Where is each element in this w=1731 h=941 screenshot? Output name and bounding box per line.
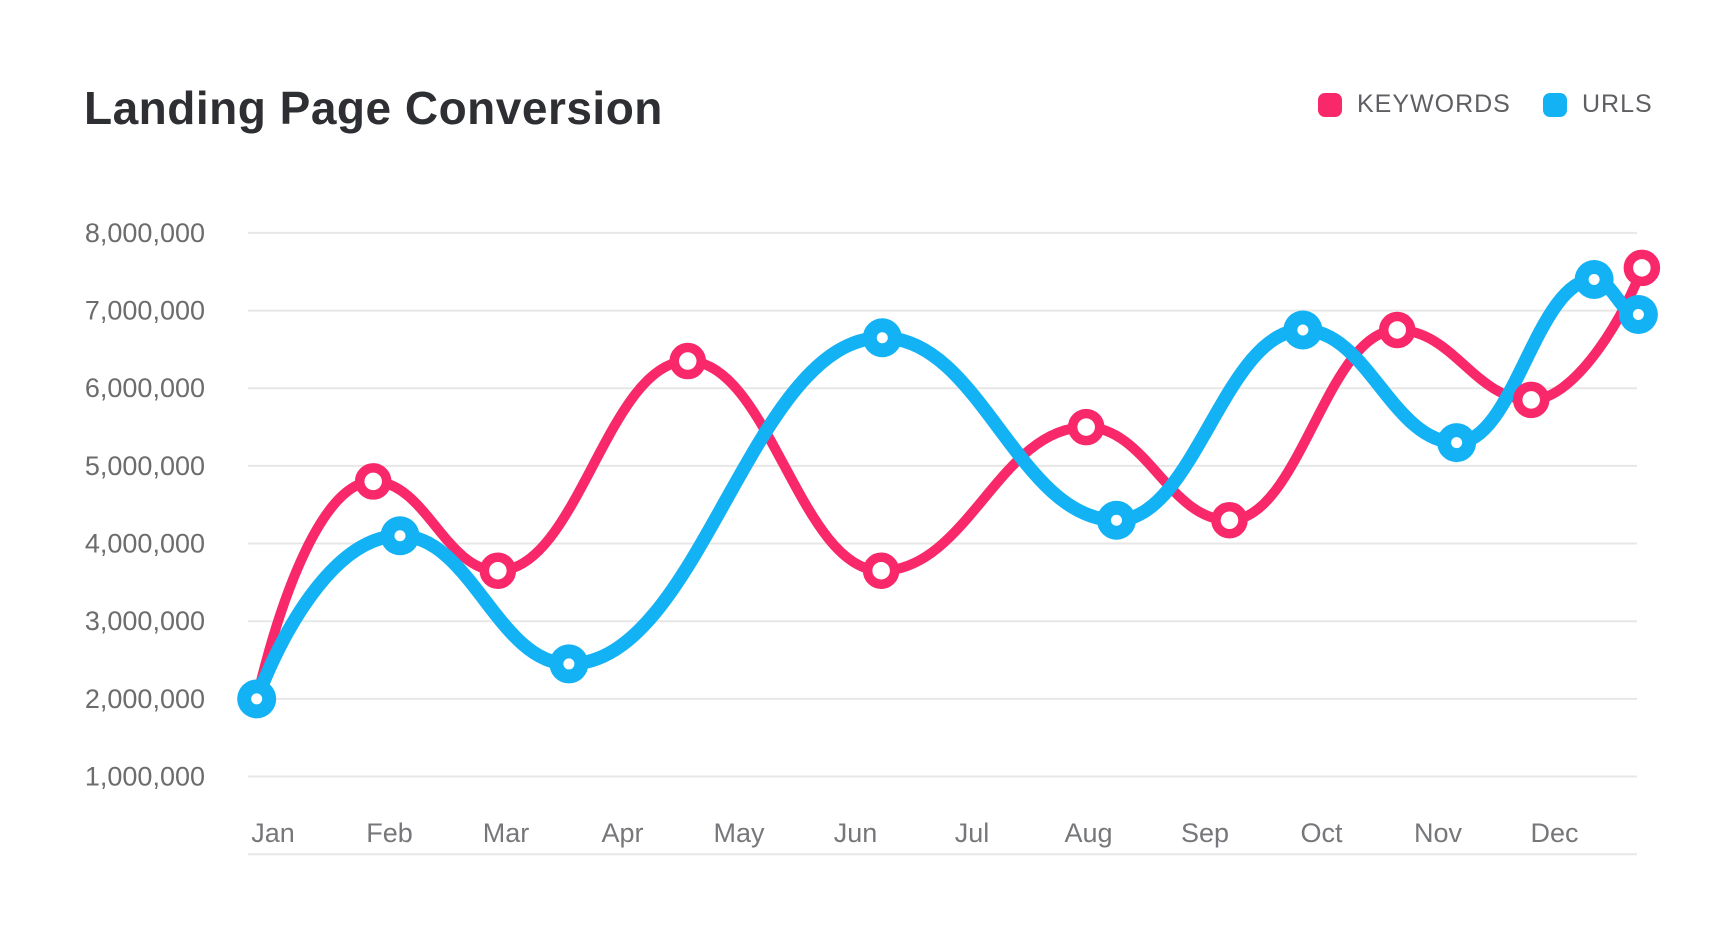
urls-marker-center [1297, 324, 1309, 336]
y-tick-label: 2,000,000 [85, 684, 205, 714]
keywords-legend-label: KEYWORDS [1357, 90, 1511, 118]
keywords-marker [1623, 249, 1661, 287]
urls-marker-center [394, 530, 406, 542]
urls-line [249, 272, 1646, 706]
keywords-marker [1211, 502, 1248, 539]
x-tick-label: Apr [601, 818, 643, 848]
urls-marker-center [1110, 514, 1122, 526]
keywords-marker [862, 552, 900, 589]
keywords-line [251, 262, 1647, 704]
keywords-marker [669, 342, 706, 380]
urls-marker-center [563, 658, 575, 670]
keywords-marker [479, 552, 517, 589]
x-tick-label: Feb [366, 818, 413, 848]
legend-item-urls: URLS [1543, 90, 1653, 118]
keywords-swatch-icon [1318, 92, 1342, 117]
y-tick-label: 1,000,000 [85, 762, 205, 792]
x-tick-label: Nov [1414, 818, 1463, 848]
x-tick-label: Sep [1181, 818, 1229, 848]
y-tick-label: 5,000,000 [85, 451, 205, 481]
x-tick-label: Dec [1530, 818, 1578, 848]
x-tick-label: Aug [1064, 818, 1112, 848]
keywords-marker [1378, 311, 1416, 349]
keywords-marker [1067, 408, 1105, 446]
y-tick-label: 4,000,000 [85, 529, 205, 559]
x-tick-label: Oct [1300, 818, 1343, 848]
urls-marker-center [251, 693, 263, 705]
y-tick-label: 7,000,000 [85, 296, 205, 326]
x-tick-label: May [713, 818, 765, 848]
y-tick-label: 3,000,000 [85, 606, 205, 636]
urls-legend-label: URLS [1582, 90, 1653, 118]
urls-marker-center [1632, 308, 1644, 320]
urls-marker-center [1451, 437, 1463, 449]
urls-marker-center [1588, 274, 1600, 286]
x-tick-label: Jan [251, 818, 295, 848]
urls-swatch-icon [1543, 92, 1567, 117]
keywords-marker [354, 463, 392, 500]
x-tick-label: Jul [955, 818, 990, 848]
x-tick-label: Jun [834, 818, 878, 848]
keywords-marker [1512, 381, 1550, 419]
y-tick-label: 6,000,000 [85, 373, 205, 403]
chart-title: Landing Page Conversion [84, 82, 663, 134]
urls-marker-center [876, 332, 888, 344]
x-tick-label: Mar [483, 818, 530, 848]
legend-item-keywords: KEYWORDS [1318, 90, 1511, 118]
y-tick-label: 8,000,000 [85, 218, 205, 248]
